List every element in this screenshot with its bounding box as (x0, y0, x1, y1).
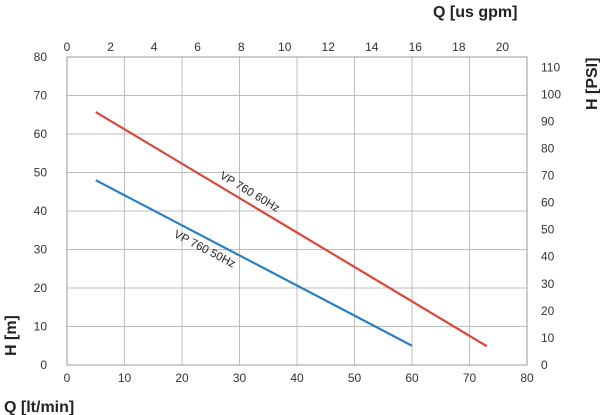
x-tick-label: 40 (290, 371, 304, 385)
x2-tick-label: 16 (409, 40, 423, 54)
x2-tick-labels: 0 2 4 6 8 10 12 14 16 18 20 (64, 40, 510, 54)
x-axis-title: Q [lt/min] (4, 399, 74, 415)
series-label: VP 760 60Hz (217, 170, 281, 215)
y-tick-label: 10 (34, 320, 48, 334)
grid (66, 56, 528, 366)
x2-tick-label: 2 (107, 40, 114, 54)
x-tick-label: 30 (233, 371, 247, 385)
y-tick-label: 80 (34, 50, 48, 64)
x2-tick-label: 0 (64, 40, 71, 54)
y2-tick-label: 70 (541, 169, 555, 183)
series-line (95, 179, 413, 347)
x2-tick-label: 8 (238, 40, 245, 54)
y2-tick-label: 10 (541, 331, 555, 345)
y-tick-label: 40 (34, 204, 48, 218)
x-tick-label: 70 (463, 371, 477, 385)
x2-tick-label: 12 (322, 40, 336, 54)
x2-tick-label: 10 (278, 40, 292, 54)
x-tick-label: 20 (175, 371, 189, 385)
x-tick-labels: 0 10 20 30 40 50 60 70 80 (64, 371, 534, 385)
y2-tick-label: 20 (541, 304, 555, 318)
y-tick-label: 30 (34, 243, 48, 257)
y-tick-labels: 0 10 20 30 40 50 60 70 80 (34, 50, 48, 372)
y2-tick-labels: 0 10 20 30 40 50 60 70 80 90 100 110 (541, 60, 561, 372)
y2-tick-label: 60 (541, 196, 555, 210)
x2-tick-label: 20 (496, 40, 510, 54)
series-line (95, 111, 488, 348)
y-axis-title: H [m] (3, 315, 20, 356)
y-tick-label: 20 (34, 281, 48, 295)
y-tick-label: 0 (40, 358, 47, 372)
y2-tick-label: 90 (541, 114, 555, 128)
y2-axis-title: H [PSI] (584, 58, 600, 110)
x2-axis-title: Q [us gpm] (433, 4, 517, 21)
x2-tick-label: 4 (151, 40, 158, 54)
x2-tick-label: 6 (194, 40, 201, 54)
plot-frame (66, 56, 528, 366)
y2-tick-label: 30 (541, 277, 555, 291)
x-tick-label: 0 (64, 371, 71, 385)
x2-tick-label: 18 (452, 40, 466, 54)
x-tick-label: 50 (348, 371, 362, 385)
x-tick-label: 60 (405, 371, 419, 385)
y-tick-label: 50 (34, 166, 48, 180)
y2-tick-label: 50 (541, 223, 555, 237)
y2-tick-label: 80 (541, 141, 555, 155)
x-tick-label: 10 (118, 371, 132, 385)
y-tick-label: 70 (34, 89, 48, 103)
y2-tick-label: 40 (541, 250, 555, 264)
y2-tick-label: 110 (541, 60, 560, 74)
y2-tick-label: 0 (541, 358, 548, 372)
x-tick-label: 80 (520, 371, 534, 385)
y2-tick-label: 100 (541, 87, 561, 101)
y-tick-label: 60 (34, 127, 48, 141)
x2-tick-label: 14 (365, 40, 379, 54)
